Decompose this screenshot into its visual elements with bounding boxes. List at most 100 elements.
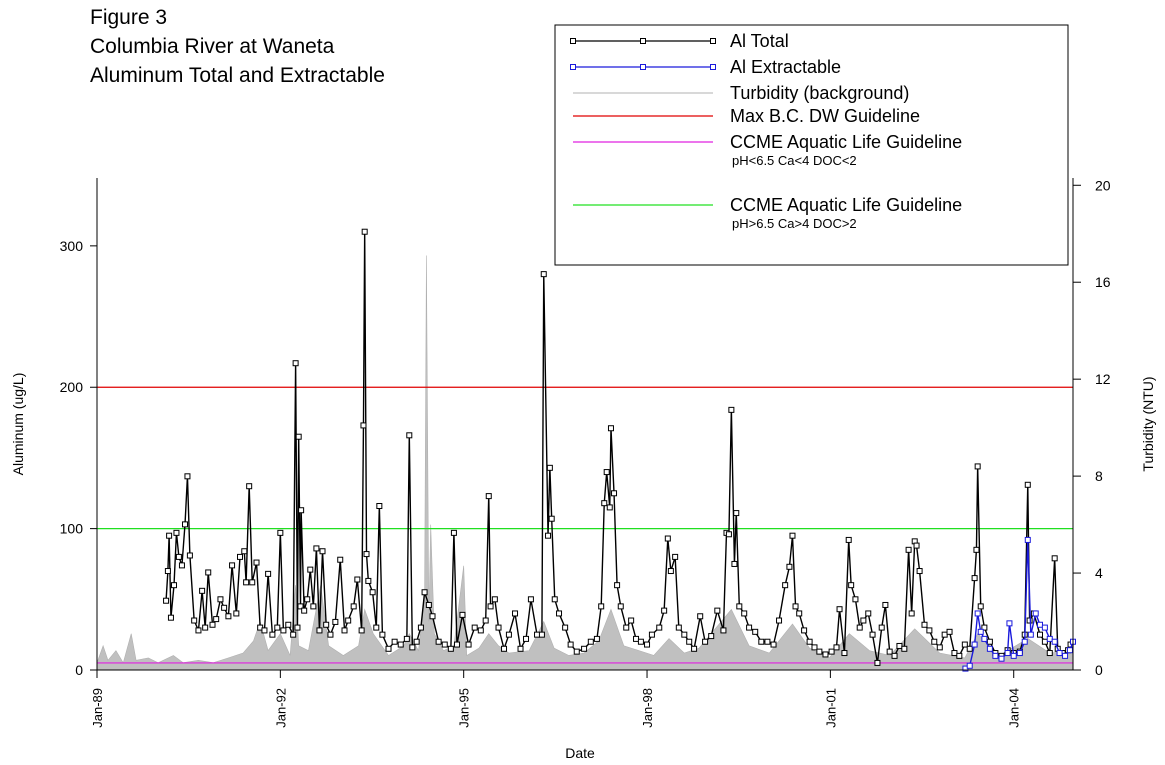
data-point <box>728 406 735 413</box>
data-point <box>836 606 843 613</box>
data-point <box>1041 624 1048 631</box>
data-point <box>1056 650 1063 657</box>
x-tick-label: Jan-89 <box>90 688 105 728</box>
data-point <box>182 521 189 528</box>
data-point <box>319 548 326 555</box>
data-point <box>637 638 644 645</box>
data-point <box>548 515 555 522</box>
data-point <box>178 562 185 569</box>
data-point <box>290 631 297 638</box>
data-point <box>702 638 709 645</box>
data-point <box>191 617 198 624</box>
y2-tick-label: 12 <box>1095 371 1111 387</box>
legend-marker <box>640 64 646 70</box>
data-point <box>971 641 978 648</box>
data-point <box>896 642 903 649</box>
data-point <box>593 635 600 642</box>
data-point <box>916 568 923 575</box>
data-point <box>310 603 317 610</box>
data-point <box>298 507 305 514</box>
data-point <box>691 645 698 652</box>
data-point <box>332 618 339 625</box>
legend-label: Al Total <box>730 31 789 51</box>
data-point <box>292 360 299 367</box>
data-point <box>644 641 651 648</box>
data-point <box>606 504 613 511</box>
x-tick-label: Jan-95 <box>457 688 472 728</box>
data-point <box>786 563 793 570</box>
data-point <box>1051 638 1058 645</box>
data-point <box>656 624 663 631</box>
data-point <box>667 568 674 575</box>
data-point <box>966 645 973 652</box>
data-point <box>1032 610 1039 617</box>
data-point <box>485 493 492 500</box>
data-point <box>413 638 420 645</box>
data-point <box>1026 617 1033 624</box>
data-point <box>741 610 748 617</box>
data-point <box>363 551 370 558</box>
y-tick-label: 0 <box>75 662 83 678</box>
data-point <box>1021 638 1028 645</box>
x-tick-label: Jan-01 <box>823 688 838 728</box>
data-point <box>811 644 818 651</box>
data-point <box>175 553 182 560</box>
data-point <box>229 562 236 569</box>
data-point <box>354 576 361 583</box>
chart-title: Aluminum Total and Extractable <box>90 64 385 87</box>
data-point <box>856 624 863 631</box>
legend-marker <box>570 64 576 70</box>
data-point <box>164 568 171 575</box>
data-point <box>209 621 216 628</box>
data-point <box>233 610 240 617</box>
data-point <box>941 631 948 638</box>
data-point <box>852 596 859 603</box>
data-point <box>459 611 466 618</box>
data-point <box>186 552 193 559</box>
data-point <box>1062 652 1069 659</box>
data-point <box>261 627 268 634</box>
data-point <box>441 641 448 648</box>
data-point <box>833 644 840 651</box>
data-point <box>1036 631 1043 638</box>
data-point <box>648 631 655 638</box>
data-point <box>905 546 912 553</box>
data-point <box>981 624 988 631</box>
data-point <box>681 631 688 638</box>
data-point <box>213 616 220 623</box>
data-point <box>409 644 416 651</box>
data-point <box>623 624 630 631</box>
data-point <box>285 621 292 628</box>
data-point <box>221 604 228 611</box>
data-point <box>249 579 256 586</box>
data-point <box>540 271 547 278</box>
data-point <box>986 638 993 645</box>
y2-tick-label: 20 <box>1095 177 1111 193</box>
data-point <box>163 597 170 604</box>
data-point <box>886 648 893 655</box>
data-point <box>450 529 457 536</box>
data-point <box>848 582 855 589</box>
data-point <box>358 627 365 634</box>
data-point <box>733 510 740 517</box>
data-point <box>361 228 368 235</box>
data-point <box>789 532 796 539</box>
data-point <box>1046 635 1053 642</box>
data-point <box>482 617 489 624</box>
data-point <box>477 627 484 634</box>
data-point <box>845 536 852 543</box>
data-point <box>166 532 173 539</box>
data-point <box>538 631 545 638</box>
data-point <box>567 641 574 648</box>
data-point <box>546 464 553 471</box>
data-point <box>350 603 357 610</box>
data-point <box>385 645 392 652</box>
data-point <box>878 624 885 631</box>
data-point <box>961 641 968 648</box>
data-point <box>1066 647 1073 654</box>
data-point <box>921 621 928 628</box>
data-point <box>720 627 727 634</box>
data-point <box>841 650 848 657</box>
x-axis-label: Date <box>565 745 595 761</box>
